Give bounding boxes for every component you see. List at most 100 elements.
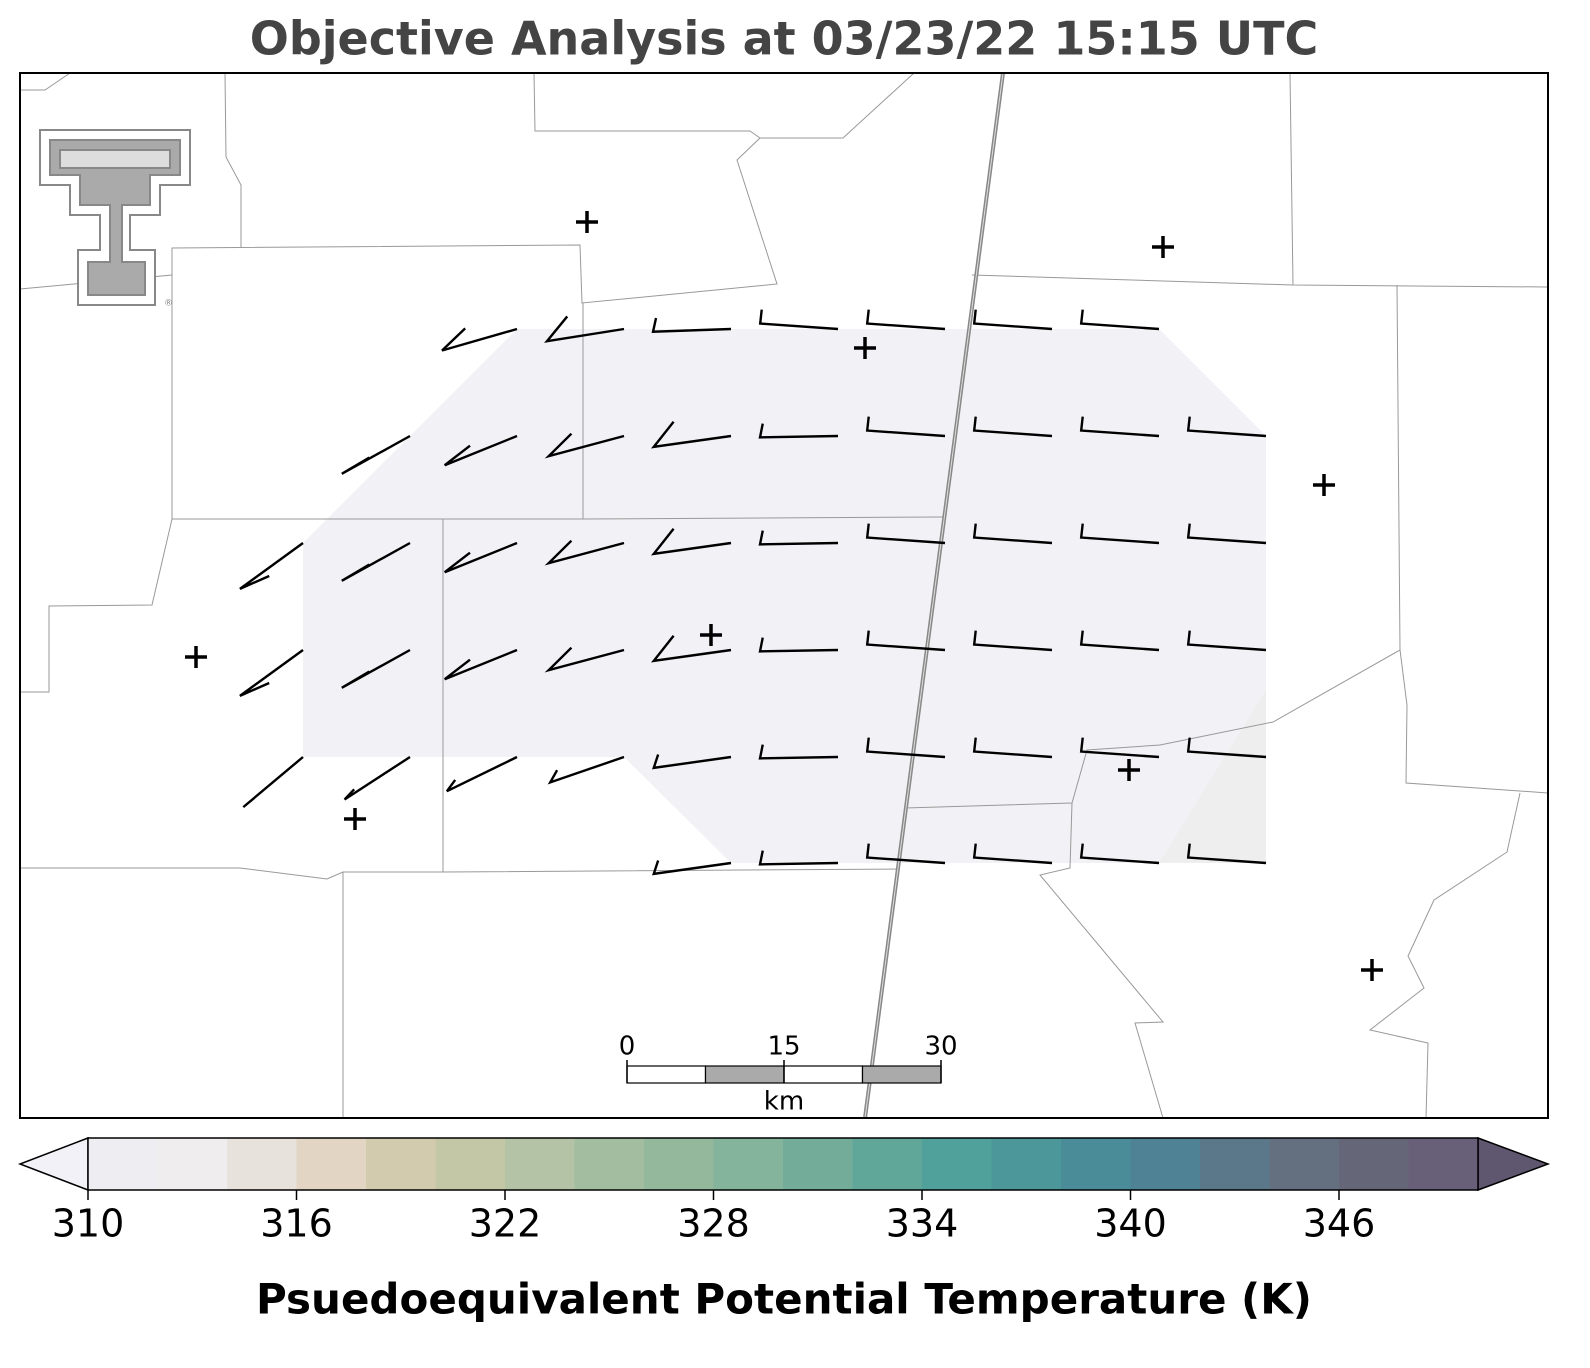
colorbar-tick-label: 328 xyxy=(677,1202,750,1246)
colorbar-bin xyxy=(991,1138,1061,1190)
scale-segment xyxy=(704,1065,785,1084)
station-marker xyxy=(700,624,722,646)
wind-barb xyxy=(758,530,839,546)
wind-barb xyxy=(650,421,732,449)
map: ® 0 15 30 km xyxy=(19,72,1549,1119)
wind-barb xyxy=(341,541,411,582)
wind-barb xyxy=(239,542,304,590)
colorbar-bin xyxy=(435,1138,505,1190)
wind-barb xyxy=(544,432,625,459)
colorbar-tick-label: 322 xyxy=(469,1202,542,1246)
wind-barb xyxy=(242,756,304,809)
colorbar-bin xyxy=(157,1138,227,1190)
wind-barb xyxy=(758,850,839,866)
highway xyxy=(864,72,1004,1119)
wind-barb xyxy=(544,315,625,343)
wind-barb xyxy=(1079,523,1160,545)
wind-barb xyxy=(445,755,518,793)
colorbar-label: Psuedoequivalent Potential Temperature (… xyxy=(256,1275,1312,1324)
colorbar-bin xyxy=(227,1138,297,1190)
analysis-shading xyxy=(1159,690,1266,863)
wind-barb xyxy=(650,528,732,556)
colorbar-over xyxy=(1477,1136,1551,1192)
station-marker xyxy=(1118,759,1140,781)
logo: ® xyxy=(39,129,191,309)
wind-barb xyxy=(1186,416,1267,438)
wind-barb xyxy=(865,737,946,759)
scale-label: 30 xyxy=(924,1032,957,1062)
colorbar-bin xyxy=(366,1138,436,1190)
wind-barb xyxy=(1079,416,1160,438)
colorbar-bin xyxy=(1061,1138,1131,1190)
wind-barb xyxy=(1079,843,1160,865)
wind-barbs xyxy=(239,309,1267,876)
colorbar-bin xyxy=(1269,1138,1339,1190)
wind-barb xyxy=(239,649,304,697)
wind-barb xyxy=(547,755,625,785)
colorbar-bin xyxy=(1130,1138,1200,1190)
wind-barb xyxy=(544,539,625,566)
wind-barb xyxy=(343,755,411,801)
wind-barb xyxy=(972,737,1053,759)
wind-barb xyxy=(865,843,946,865)
scale-label: 15 xyxy=(767,1032,800,1062)
station-marker xyxy=(576,211,598,233)
wind-barb xyxy=(758,744,839,760)
wind-barb xyxy=(758,309,839,331)
colorbar-tick-label: 340 xyxy=(1094,1202,1167,1246)
scale-unit: km xyxy=(764,1087,804,1117)
wind-barb xyxy=(441,327,518,352)
colorbar: 310 316 322 328 334 340 346 xyxy=(17,1136,1551,1246)
wind-barb xyxy=(1079,630,1160,652)
wind-barb xyxy=(1186,630,1267,652)
scale-bar: 0 15 30 km xyxy=(619,1032,958,1117)
analysis-shading xyxy=(303,329,1266,863)
station-marker xyxy=(1361,959,1383,981)
colorbar-tick-label: 334 xyxy=(886,1202,959,1246)
colorbar-under xyxy=(17,1136,89,1192)
logo-registered: ® xyxy=(164,299,173,309)
station-marker xyxy=(1313,474,1335,496)
wind-barb xyxy=(1186,523,1267,545)
scale-segment xyxy=(861,1065,942,1084)
wind-barb xyxy=(972,630,1053,652)
colorbar-bin xyxy=(88,1138,158,1190)
wind-barb xyxy=(341,648,411,689)
wind-barb xyxy=(972,309,1053,331)
title: Objective Analysis at 03/23/22 15:15 UTC xyxy=(250,12,1319,66)
wind-barb xyxy=(652,754,732,770)
wind-barb xyxy=(1079,737,1160,759)
map-frame xyxy=(19,72,1549,1119)
wind-barb xyxy=(758,423,839,439)
wind-barb xyxy=(341,434,411,475)
wind-barb xyxy=(865,416,946,438)
colorbar-bin xyxy=(852,1138,922,1190)
scale-segment xyxy=(783,1065,864,1084)
wind-barb xyxy=(972,843,1053,865)
borders xyxy=(19,72,1549,1119)
colorbar-bin xyxy=(783,1138,853,1190)
wind-barb xyxy=(1079,309,1160,331)
wind-barb xyxy=(443,541,518,574)
wind-barb xyxy=(1186,843,1267,865)
wind-barb xyxy=(650,635,732,663)
colorbar-bin xyxy=(922,1138,992,1190)
colorbar-bin xyxy=(1200,1138,1270,1190)
wind-barb xyxy=(972,416,1053,438)
wind-barb xyxy=(865,309,946,331)
colorbar-bin xyxy=(296,1138,366,1190)
wind-barb xyxy=(544,646,625,673)
wind-barb xyxy=(443,648,518,681)
wind-barb xyxy=(651,317,732,333)
colorbar-bin xyxy=(1339,1138,1409,1190)
wind-barb xyxy=(865,630,946,652)
wind-barb xyxy=(443,434,518,467)
wind-barb xyxy=(1186,737,1267,759)
colorbar-tick-label: 310 xyxy=(52,1202,125,1246)
scale-segment xyxy=(626,1065,707,1084)
colorbar-tick-label: 316 xyxy=(260,1202,333,1246)
wind-barb xyxy=(865,523,946,545)
wind-barb xyxy=(652,860,732,876)
